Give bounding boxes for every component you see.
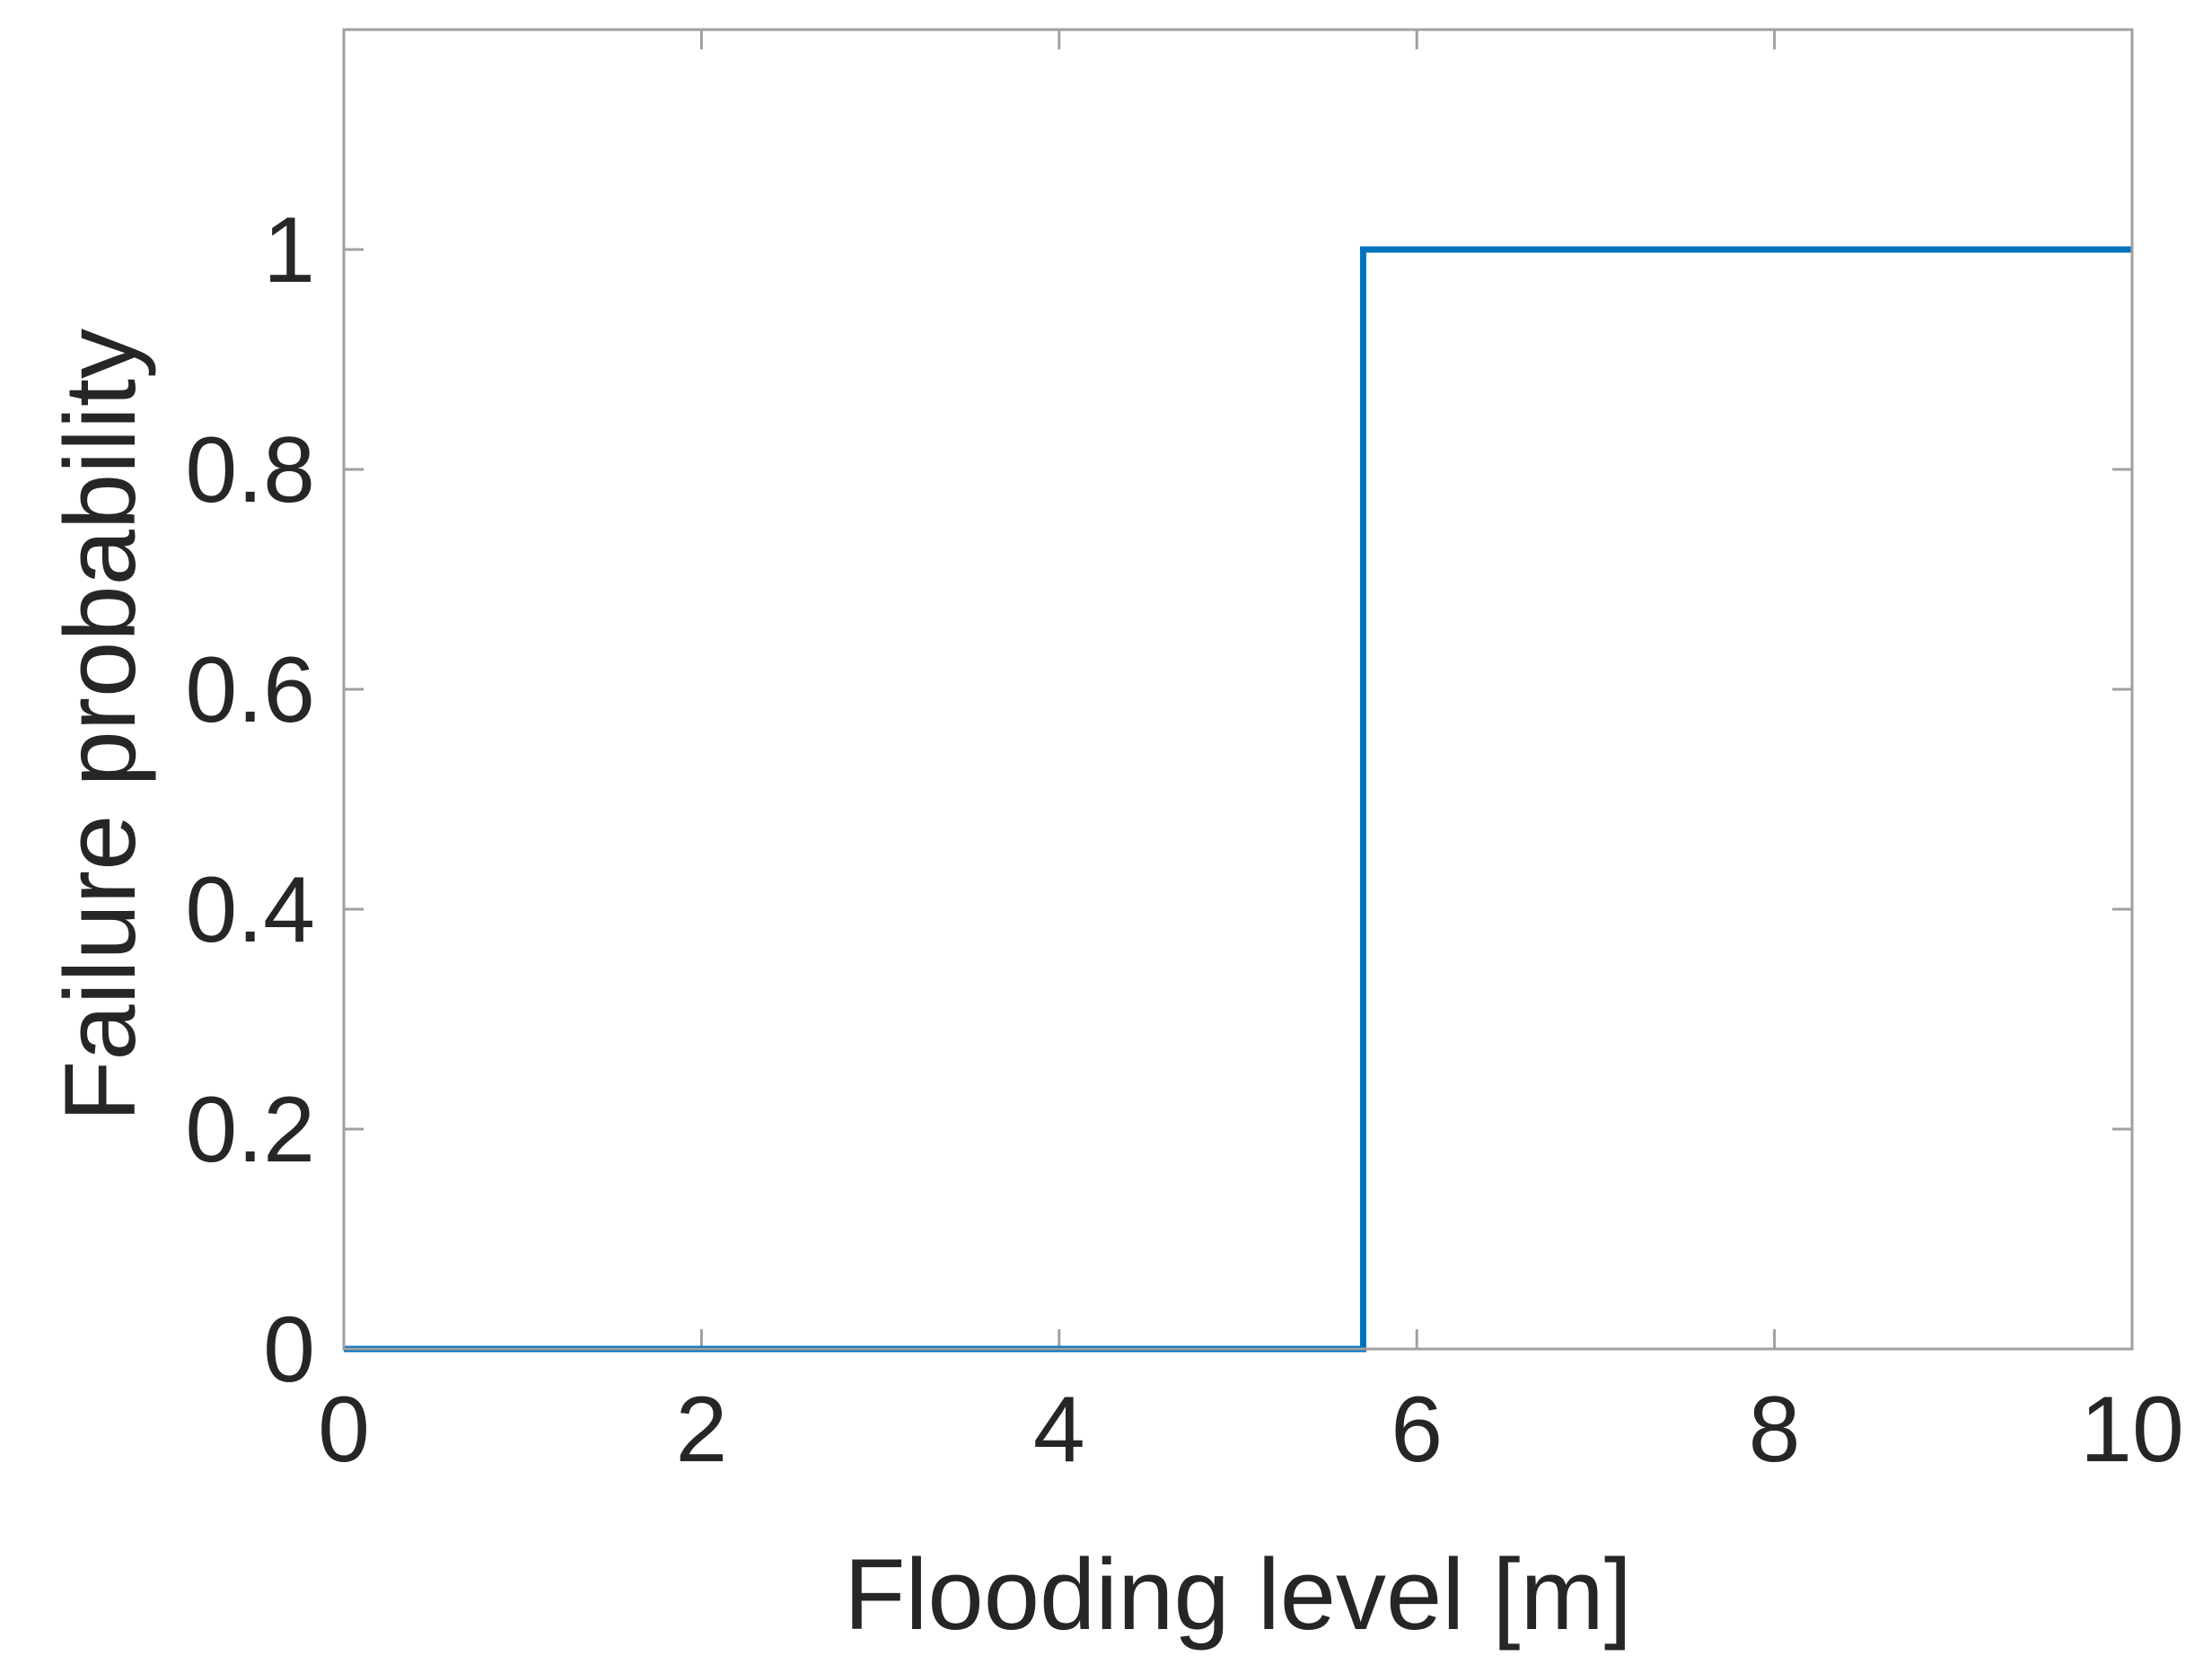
y-tick-label: 1 [263,198,315,302]
y-axis-label: Failure probability [44,328,156,1122]
y-tick-label: 0 [263,1298,315,1402]
x-tick-label: 8 [1749,1378,1801,1482]
y-tick-label: 0.6 [185,638,315,742]
x-tick-label: 0 [318,1378,370,1482]
x-tick-label: 4 [1033,1378,1085,1482]
x-tick-label: 2 [675,1378,727,1482]
x-tick-label: 10 [2080,1378,2184,1482]
y-tick-labels: 0 0.2 0.4 0.6 0.8 1 [185,198,315,1402]
x-axis-label: Flooding level [m] [844,1538,1632,1651]
y-tick-label: 0.4 [185,858,315,962]
plot-area-border [342,28,2134,1351]
y-tick-label: 0.8 [185,418,315,522]
x-tick-label: 6 [1391,1378,1443,1482]
y-tick-label: 0.2 [185,1078,315,1182]
x-tick-labels: 0 2 4 6 8 10 [318,1378,2184,1482]
